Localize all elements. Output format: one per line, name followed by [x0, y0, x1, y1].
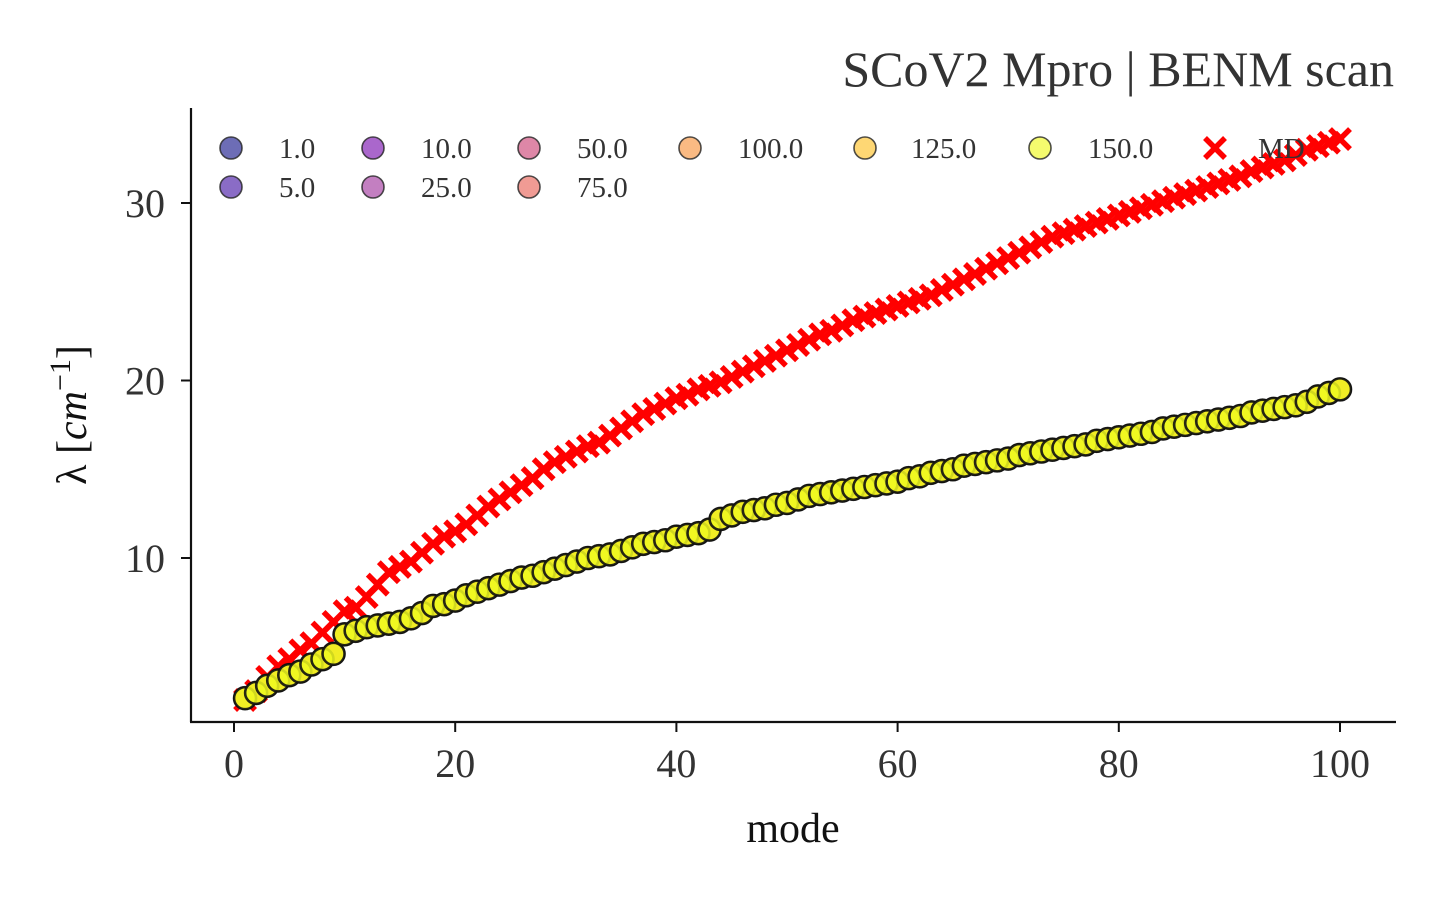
x-tick-label: 0	[224, 741, 244, 786]
md-point	[498, 480, 523, 505]
y-axis-label: λ [cm−1]	[44, 345, 96, 485]
legend-label: 100.0	[738, 133, 803, 165]
legend-item: 50.0	[517, 133, 628, 165]
md-point	[620, 409, 645, 434]
legend-item: 150.0	[1028, 133, 1153, 165]
x-tick-label: 100	[1310, 741, 1370, 786]
y-axis-label-prefix: λ [	[50, 440, 96, 485]
legend-marker	[219, 136, 243, 160]
legend-item: 10.0	[361, 133, 472, 165]
y-axis-label-exponent: −1	[44, 359, 77, 391]
legend-marker	[517, 175, 541, 199]
legend-label: 50.0	[577, 133, 628, 165]
md-point	[587, 430, 611, 455]
scatter-point	[321, 641, 346, 667]
x-axis-ticks: 0 20 40 60 80 100	[224, 722, 1370, 786]
legend-label: 75.0	[577, 172, 628, 204]
y-axis-ticks: 10 20 30	[125, 181, 191, 581]
md-point	[476, 494, 501, 519]
legend-label: 150.0	[1088, 133, 1153, 165]
y-axis-label-suffix: ]	[50, 345, 96, 359]
legend-item: 100.0	[678, 133, 803, 165]
y-tick-label: 10	[125, 536, 165, 581]
legend-marker	[1028, 136, 1052, 160]
legend-item: 75.0	[517, 172, 628, 204]
legend-label: 5.0	[279, 172, 315, 204]
x-tick-label: 60	[878, 741, 918, 786]
legend-marker	[1203, 136, 1227, 160]
y-axis-label-unit: cm	[50, 391, 96, 440]
legend-item: MD	[1203, 133, 1305, 165]
legend-label: 25.0	[421, 172, 472, 204]
y-tick-label: 20	[125, 359, 165, 404]
legend-item: 25.0	[361, 172, 472, 204]
x-tick-label: 40	[656, 741, 696, 786]
md-point	[598, 423, 622, 448]
md-point	[609, 416, 634, 441]
md-point	[487, 487, 512, 512]
legend-marker	[361, 175, 385, 199]
x-axis-label: mode	[746, 806, 839, 852]
legend-item: 125.0	[853, 133, 976, 165]
x-tick-label: 80	[1099, 741, 1139, 786]
plot-area	[232, 127, 1353, 712]
legend-marker	[678, 136, 702, 160]
legend-label: 10.0	[421, 133, 472, 165]
legend-label: MD	[1258, 133, 1305, 165]
md-point	[443, 519, 468, 544]
scatter-point	[1327, 377, 1353, 402]
md-point	[421, 531, 446, 556]
md-point	[509, 473, 534, 498]
legend-label: 125.0	[911, 133, 976, 165]
legend-marker	[853, 136, 877, 160]
x-tick-label: 20	[435, 741, 475, 786]
legend-item: 1.0	[219, 133, 315, 165]
legend: 1.0 5.0 10.0 25.0 50.0 75.0 100.0 125.0 150.0 MD	[219, 133, 1305, 204]
series-150-0	[232, 377, 1353, 711]
chart-title: SCoV2 Mpro | BENM scan	[842, 41, 1394, 97]
legend-marker	[219, 175, 243, 199]
md-point	[1328, 127, 1352, 152]
y-tick-label: 30	[125, 181, 165, 226]
legend-marker	[517, 136, 541, 160]
legend-marker	[361, 136, 385, 160]
legend-item: 5.0	[219, 172, 315, 204]
md-point	[531, 457, 556, 482]
series-md	[233, 127, 1352, 712]
legend-label: 1.0	[279, 133, 315, 165]
